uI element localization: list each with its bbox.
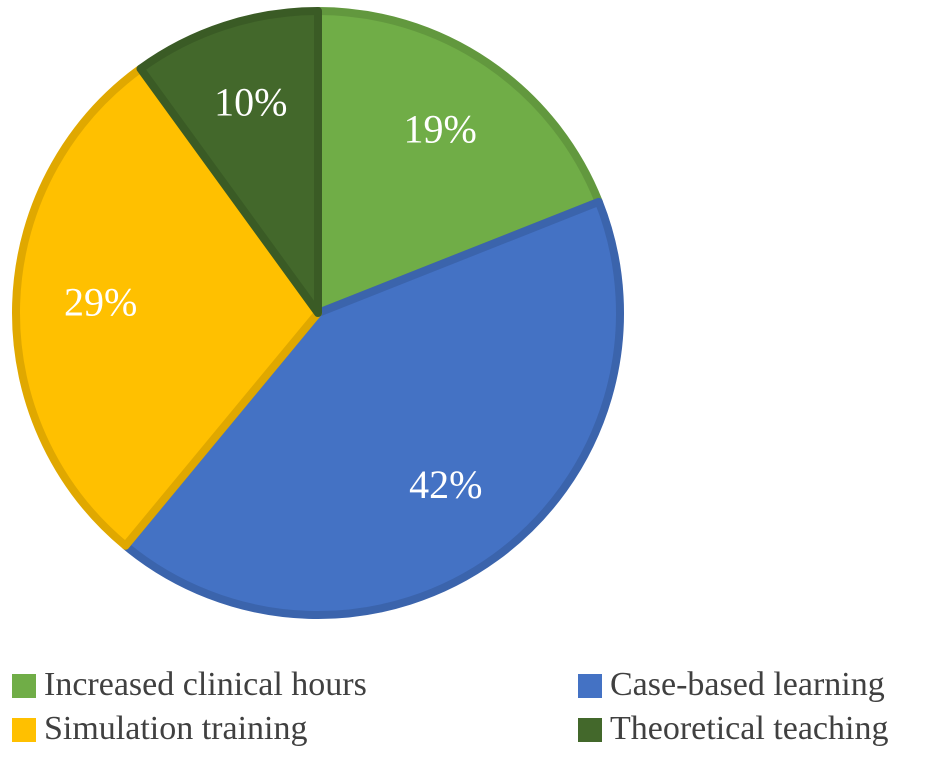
legend-label: Increased clinical hours bbox=[44, 666, 367, 703]
data-label: 29% bbox=[64, 279, 137, 324]
pie-slice bbox=[12, 64, 322, 550]
slice-border bbox=[121, 197, 624, 619]
slice-border bbox=[12, 64, 322, 550]
legend-swatch bbox=[578, 674, 602, 698]
pie-slice bbox=[314, 7, 603, 317]
legend-swatch bbox=[578, 718, 602, 742]
slice-border bbox=[314, 7, 603, 317]
legend-label: Case-based learning bbox=[610, 666, 885, 703]
pie-slice bbox=[121, 197, 624, 619]
legend-label: Theoretical teaching bbox=[610, 710, 888, 747]
data-label: 42% bbox=[409, 462, 482, 507]
data-label: 10% bbox=[214, 79, 287, 124]
slice-border bbox=[136, 7, 322, 317]
data-label: 19% bbox=[404, 106, 477, 151]
pie-slice bbox=[136, 7, 322, 317]
legend-swatch bbox=[12, 718, 36, 742]
legend-label: Simulation training bbox=[44, 710, 307, 747]
legend-swatch bbox=[12, 674, 36, 698]
